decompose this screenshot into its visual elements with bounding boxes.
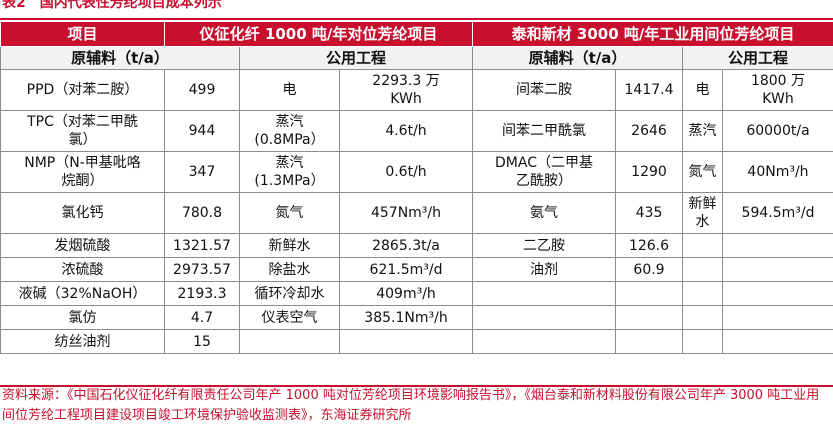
bottom-rule xyxy=(0,385,833,387)
subheader-util-b: 公用工程 xyxy=(682,46,833,70)
cell-b1: 油剂 xyxy=(472,257,616,282)
table-row: 液碱（32%NaOH） 2193.3 循环冷却水 409m³/h xyxy=(0,281,833,306)
cell-a3 xyxy=(239,329,340,354)
cell-a3: 蒸汽 (0.8MPa） xyxy=(239,110,340,152)
cell-b3 xyxy=(682,233,723,258)
cell-b2: 1417.4 xyxy=(615,69,683,111)
source-note: 资料来源：《中国石化仪征化纤有限责任公司年产 1000 吨对位芳纶项目环境影响报… xyxy=(2,388,820,423)
header-item: 项目 xyxy=(0,21,165,47)
cell-a2: 15 xyxy=(164,329,240,354)
table-row: TPC（对苯二甲酰 氯） 944 蒸汽 (0.8MPa） 4.6t/h 间苯二甲酰氯 26… xyxy=(0,110,833,152)
subheader-row: 原辅料（t/a） 公用工程 原辅料（t/a） 公用工程 xyxy=(0,46,833,70)
cell-b3: 氮气 xyxy=(682,151,723,193)
cell-a4: 0.6t/h xyxy=(339,151,473,193)
cell-b1: 氨气 xyxy=(472,192,616,234)
cell-b1: 间苯二甲酰氯 xyxy=(472,110,616,152)
cell-b4 xyxy=(722,281,833,306)
cell-a3: 循环冷却水 xyxy=(239,281,340,306)
cell-b3 xyxy=(682,281,723,306)
table-row: 氯仿 4.7 仪表空气 385.1Nm³/h xyxy=(0,305,833,330)
cell-a2: 1321.57 xyxy=(164,233,240,258)
cell-b4 xyxy=(722,257,833,282)
table-row: 发烟硫酸 1321.57 新鲜水 2865.3t/a 二乙胺 126.6 xyxy=(0,233,833,258)
cell-a4: 385.1Nm³/h xyxy=(339,305,473,330)
cell-b4: 1800 万 KWh xyxy=(722,69,833,111)
cell-a2: 2973.57 xyxy=(164,257,240,282)
cell-a1: 纺丝油剂 xyxy=(0,329,165,354)
cell-b3: 新鲜 水 xyxy=(682,192,723,234)
cell-a1: 氯仿 xyxy=(0,305,165,330)
cell-a2: 4.7 xyxy=(164,305,240,330)
cell-a1: 浓硫酸 xyxy=(0,257,165,282)
cell-a1: TPC（对苯二甲酰 氯） xyxy=(0,110,165,152)
cell-a2: 347 xyxy=(164,151,240,193)
cell-a2: 2193.3 xyxy=(164,281,240,306)
cell-b2 xyxy=(615,281,683,306)
cell-a1: 发烟硫酸 xyxy=(0,233,165,258)
cell-b2: 435 xyxy=(615,192,683,234)
cell-b2 xyxy=(615,329,683,354)
cell-a3: 新鲜水 xyxy=(239,233,340,258)
table-row: 纺丝油剂 15 xyxy=(0,329,833,354)
cell-b4: 60000t/a xyxy=(722,110,833,152)
cell-a2: 780.8 xyxy=(164,192,240,234)
cell-a1: NMP（N-甲基吡咯 烷酮） xyxy=(0,151,165,193)
cell-b2 xyxy=(615,305,683,330)
cell-a3: 蒸汽 (1.3MPa） xyxy=(239,151,340,193)
cell-b2: 2646 xyxy=(615,110,683,152)
cell-b4 xyxy=(722,329,833,354)
cell-a3: 除盐水 xyxy=(239,257,340,282)
cell-b3 xyxy=(682,329,723,354)
header-row: 项目 仪征化纤 1000 吨/年对位芳纶项目 泰和新材 3000 吨/年工业用间… xyxy=(0,21,833,47)
cell-b4 xyxy=(722,233,833,258)
cell-a4: 2293.3 万 KWh xyxy=(339,69,473,111)
cost-table: 项目 仪征化纤 1000 吨/年对位芳纶项目 泰和新材 3000 吨/年工业用间… xyxy=(0,21,833,354)
cell-b3 xyxy=(682,305,723,330)
cell-a1: 氯化钙 xyxy=(0,192,165,234)
table-number: 表2 xyxy=(2,0,26,11)
table-row: 氯化钙 780.8 氮气 457Nm³/h 氨气 435 新鲜 水 594.5m³/d xyxy=(0,192,833,234)
cell-a2: 499 xyxy=(164,69,240,111)
cell-b1 xyxy=(472,281,616,306)
cell-b4: 40Nm³/h xyxy=(722,151,833,193)
cell-b2: 60.9 xyxy=(615,257,683,282)
cell-a3: 仪表空气 xyxy=(239,305,340,330)
header-project-a: 仪征化纤 1000 吨/年对位芳纶项目 xyxy=(164,21,473,47)
cell-b2: 1290 xyxy=(615,151,683,193)
cell-a4: 621.5m³/d xyxy=(339,257,473,282)
header-project-b: 泰和新材 3000 吨/年工业用间位芳纶项目 xyxy=(472,21,833,47)
cell-a1: 液碱（32%NaOH） xyxy=(0,281,165,306)
cell-b4 xyxy=(722,305,833,330)
cell-a3: 电 xyxy=(239,69,340,111)
subheader-util-a: 公用工程 xyxy=(239,46,473,70)
cell-b2: 126.6 xyxy=(615,233,683,258)
cell-b4: 594.5m³/d xyxy=(722,192,833,234)
cell-b3: 蒸汽 xyxy=(682,110,723,152)
cell-a4: 457Nm³/h xyxy=(339,192,473,234)
table-title: 国内代表性芳纶项目成本列示 xyxy=(39,0,222,11)
cell-a4: 409m³/h xyxy=(339,281,473,306)
cell-b1: 二乙胺 xyxy=(472,233,616,258)
cell-a4: 4.6t/h xyxy=(339,110,473,152)
table-row: NMP（N-甲基吡咯 烷酮） 347 蒸汽 (1.3MPa） 0.6t/h DMAC（二… xyxy=(0,151,833,193)
cell-a4: 2865.3t/a xyxy=(339,233,473,258)
table-caption: 表2 国内代表性芳纶项目成本列示 xyxy=(2,0,222,12)
cell-a3: 氮气 xyxy=(239,192,340,234)
cell-a1: PPD（对苯二胺） xyxy=(0,69,165,111)
cell-b3: 电 xyxy=(682,69,723,111)
cell-b1: 间苯二胺 xyxy=(472,69,616,111)
cell-b3 xyxy=(682,257,723,282)
subheader-raw-b: 原辅料（t/a） xyxy=(472,46,683,70)
table-row: 浓硫酸 2973.57 除盐水 621.5m³/d 油剂 60.9 xyxy=(0,257,833,282)
cell-a2: 944 xyxy=(164,110,240,152)
cell-b1: DMAC（二甲基 乙酰胺） xyxy=(472,151,616,193)
top-rule xyxy=(0,18,833,20)
cell-b1 xyxy=(472,329,616,354)
cell-a4 xyxy=(339,329,473,354)
table-row: PPD（对苯二胺） 499 电 2293.3 万 KWh 间苯二胺 1417.4 电 1800… xyxy=(0,69,833,111)
cell-b1 xyxy=(472,305,616,330)
subheader-raw-a: 原辅料（t/a） xyxy=(0,46,240,70)
